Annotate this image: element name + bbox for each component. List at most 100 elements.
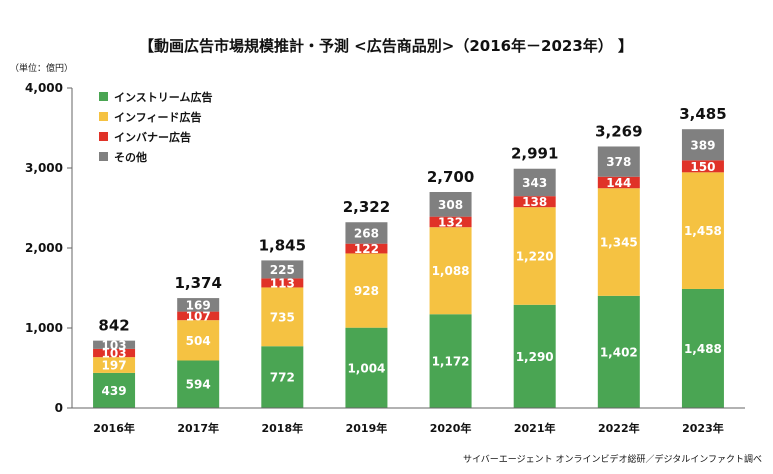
segment-value-label: 103: [102, 338, 127, 352]
segment-value-label: 103: [102, 347, 127, 361]
bar-segment: [429, 216, 472, 228]
y-tick-label: 1,000: [25, 321, 63, 335]
bar-segment: [345, 253, 388, 328]
segment-value-label: 308: [438, 198, 463, 212]
x-tick-label: 2022年: [598, 421, 640, 435]
legend-swatch: [99, 152, 108, 161]
segment-value-label: 197: [102, 359, 127, 373]
segment-value-label: 439: [102, 384, 127, 398]
total-value-label: 1,374: [174, 274, 221, 292]
bar-stack: 1,004 928 122 268 2,322: [343, 198, 390, 408]
segment-value-label: 772: [270, 371, 295, 385]
bar-segment: [597, 176, 640, 189]
segment-value-label: 169: [186, 298, 211, 312]
chart-title: 【動画広告市場規模推計・予測 <広告商品別>（2016年－2023年） 】: [139, 37, 633, 55]
segment-value-label: 225: [270, 263, 295, 277]
bar-segment: [177, 298, 220, 312]
segment-value-label: 378: [606, 155, 631, 169]
total-value-label: 2,991: [511, 145, 558, 163]
total-value-label: 2,322: [343, 198, 390, 216]
bar-segment: [681, 129, 724, 161]
segment-value-label: 343: [522, 176, 547, 190]
bar-segment: [513, 168, 556, 197]
legend-label: インフィード広告: [114, 110, 201, 124]
bar-stack: 1,402 1,345 144 378 3,269: [595, 122, 643, 408]
legend-swatch: [99, 92, 108, 101]
bar-segment: [681, 288, 724, 408]
x-tick-label: 2023年: [682, 421, 724, 435]
bar-segment: [93, 348, 136, 358]
segment-value-label: 144: [606, 176, 631, 190]
bar-segment: [261, 287, 304, 347]
bar-segment: [177, 311, 220, 321]
segment-value-label: 1,172: [432, 355, 470, 369]
total-value-label: 3,485: [679, 105, 726, 123]
bar-segment: [261, 346, 304, 408]
segment-value-label: 1,290: [516, 350, 554, 364]
legend-label: インストリーム広告: [114, 90, 212, 104]
segment-value-label: 1,458: [684, 224, 722, 238]
bar-segment: [345, 327, 388, 408]
bar-segment: [429, 227, 472, 315]
x-tick-label: 2021年: [514, 421, 556, 435]
bar-segment: [177, 360, 220, 408]
bar-segment: [513, 304, 556, 408]
segment-value-label: 735: [270, 310, 295, 324]
bar-stack: 1,290 1,220 138 343 2,991: [511, 145, 558, 408]
legend-swatch: [99, 112, 108, 121]
bar-stack: 1,488 1,458 150 389 3,485: [679, 105, 727, 408]
segment-value-label: 1,402: [600, 345, 638, 359]
segment-value-label: 928: [354, 284, 379, 298]
bar-segment: [597, 295, 640, 408]
x-tick-label: 2017年: [177, 421, 219, 435]
total-value-label: 3,269: [595, 122, 642, 140]
unit-label: （単位：億円）: [10, 62, 73, 74]
source-note: サイバーエージェント オンラインビデオ総研／デジタルインファクト調べ: [463, 453, 762, 465]
bar-segment: [345, 243, 388, 254]
segment-value-label: 132: [438, 215, 463, 229]
y-tick-label: 4,000: [25, 81, 63, 95]
segment-value-label: 1,220: [516, 250, 554, 264]
segment-value-label: 1,004: [347, 361, 385, 375]
segment-value-label: 504: [186, 334, 211, 348]
x-axis: 2016年 2017年 2018年 2019年 2020年 2021年 2022年 2023年: [72, 407, 745, 435]
bar-segment: [681, 172, 724, 289]
segment-value-label: 389: [690, 138, 715, 152]
y-tick-label: 0: [55, 401, 63, 415]
segment-value-label: 1,488: [684, 342, 722, 356]
bars-group: 4391971031038425945041071691,37477273511…: [93, 105, 727, 408]
segment-value-label: 107: [186, 309, 211, 323]
bar-segment: [261, 260, 304, 279]
bar-segment: [597, 188, 640, 296]
bar-segment: [261, 278, 304, 288]
y-tick-label: 3,000: [25, 161, 63, 175]
bar-segment: [177, 320, 220, 361]
bar-segment: [93, 357, 136, 373]
total-value-label: 842: [98, 317, 129, 335]
bar-segment: [429, 314, 472, 408]
bar-segment: [429, 192, 472, 217]
bar-segment: [93, 372, 136, 408]
legend-label: その他: [114, 150, 147, 164]
x-tick-label: 2018年: [262, 421, 304, 435]
bar-segment: [513, 207, 556, 305]
total-value-label: 2,700: [427, 168, 474, 186]
x-tick-label: 2019年: [346, 421, 388, 435]
segment-value-label: 138: [522, 195, 547, 209]
segment-value-label: 122: [354, 242, 379, 256]
legend-label: インバナー広告: [114, 130, 191, 144]
segment-value-label: 1,345: [600, 236, 638, 250]
segment-value-label: 1,088: [432, 264, 470, 278]
bar-segment: [513, 196, 556, 208]
total-value-label: 1,845: [259, 236, 306, 254]
x-tick-label: 2016年: [93, 421, 135, 435]
segment-value-label: 594: [186, 378, 211, 392]
bar-segment: [681, 160, 724, 173]
x-tick-label: 2020年: [430, 421, 472, 435]
bar-stack: 1,172 1,088 132 308 2,700: [427, 168, 474, 408]
